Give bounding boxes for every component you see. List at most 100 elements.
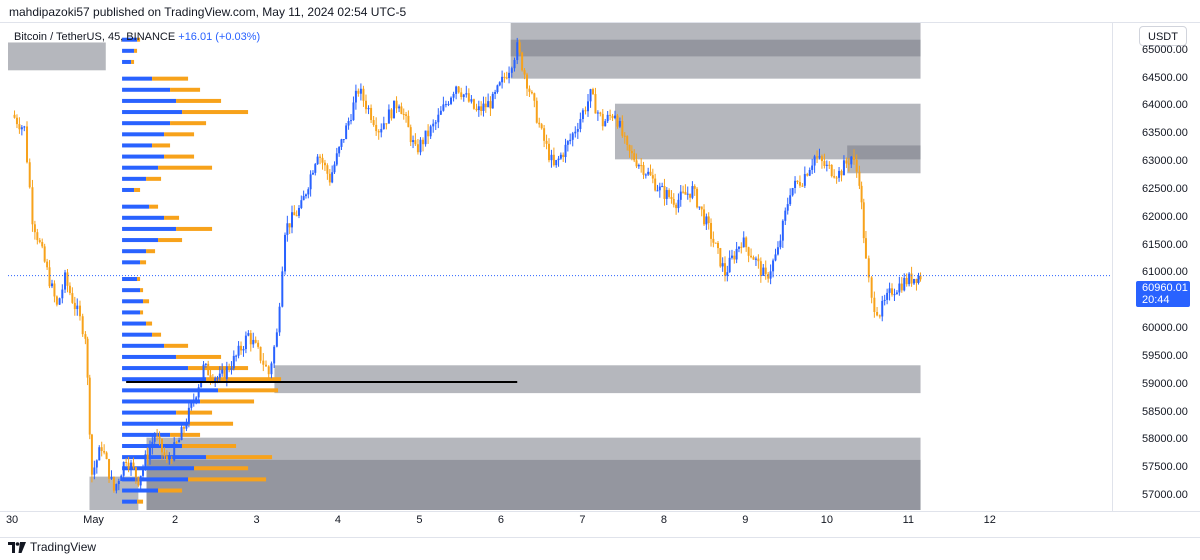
candle-body-328 xyxy=(811,165,814,170)
candle-body-168 xyxy=(424,130,427,145)
candle-body-164 xyxy=(414,140,417,145)
candle-body-224 xyxy=(562,154,565,158)
volume-profile-sell-11 xyxy=(158,165,213,170)
candle-body-274 xyxy=(682,191,685,193)
candle-body-280 xyxy=(696,188,699,208)
candle-body-5 xyxy=(26,126,29,163)
candle-body-325 xyxy=(803,174,806,186)
candle-body-21 xyxy=(66,272,69,286)
symbol-legend[interactable]: Bitcoin / TetherUS, 45, BINANCE +16.01 (… xyxy=(14,31,260,43)
candle-body-19 xyxy=(61,289,64,299)
candle-body-73 xyxy=(192,400,195,403)
candle-body-294 xyxy=(728,257,731,273)
time-tick-label: 30 xyxy=(5,514,19,526)
candle-body-211 xyxy=(530,91,533,94)
candle-body-357 xyxy=(883,299,886,301)
candle-body-213 xyxy=(535,100,538,123)
candle-body-198 xyxy=(498,82,501,86)
candle-body-81 xyxy=(211,378,214,382)
volume-profile-sell-9 xyxy=(152,143,171,148)
candle-body-368 xyxy=(910,273,913,284)
supply-demand-zone-7 xyxy=(146,459,921,510)
candle-body-292 xyxy=(723,263,726,276)
last-price-value: 60960.01 xyxy=(1142,282,1188,294)
candle-body-157 xyxy=(398,106,401,109)
candle-body-30 xyxy=(88,377,91,435)
candle-body-49 xyxy=(134,467,137,477)
volume-profile-buy-18 xyxy=(122,249,147,254)
price-change: +16.01 (+0.03%) xyxy=(178,31,261,43)
candle-body-78 xyxy=(204,363,207,365)
candle-body-144 xyxy=(364,100,367,110)
price-tick-label: 64500.00 xyxy=(1142,71,1188,84)
time-tick-label: 3 xyxy=(253,514,260,526)
volume-profile-buy-11 xyxy=(122,165,159,170)
candle-body-85 xyxy=(221,369,224,374)
currency-button[interactable]: USDT xyxy=(1139,26,1187,46)
time-tick-label: 9 xyxy=(742,514,749,526)
candle-body-264 xyxy=(658,186,661,191)
candle-body-314 xyxy=(776,247,779,255)
candle-body-126 xyxy=(321,157,324,163)
time-tick-label: 7 xyxy=(579,514,586,526)
candle-body-127 xyxy=(323,162,326,166)
volume-profile-sell-6 xyxy=(182,110,249,115)
candle-body-311 xyxy=(769,271,772,279)
candle-body-38 xyxy=(108,459,111,479)
candle-body-308 xyxy=(762,267,765,276)
candle-body-185 xyxy=(467,93,470,102)
candle-body-77 xyxy=(202,364,205,379)
candle-body-125 xyxy=(319,156,322,158)
symbol-name[interactable]: Bitcoin / TetherUS, 45, BINANCE xyxy=(14,31,176,43)
candle-body-187 xyxy=(472,99,475,109)
candle-body-43 xyxy=(120,475,123,482)
candle-body-364 xyxy=(900,283,903,291)
last-price-label: 60960.01 20:44 xyxy=(1136,281,1190,307)
candle-body-240 xyxy=(601,113,604,127)
candle-body-88 xyxy=(228,366,231,370)
candle-body-245 xyxy=(613,115,616,119)
candle-body-268 xyxy=(668,190,671,197)
volume-profile-buy-6 xyxy=(122,110,183,115)
tradingview-logo[interactable]: TradingView xyxy=(8,540,96,554)
volume-profile-sell-27 xyxy=(176,354,222,359)
candle-body-15 xyxy=(50,283,53,287)
volume-profile-sell-26 xyxy=(164,343,189,348)
candle-body-288 xyxy=(714,242,717,244)
candle-body-4 xyxy=(23,126,26,128)
candle-body-141 xyxy=(357,90,360,94)
candle-body-285 xyxy=(707,216,710,224)
candle-body-48 xyxy=(132,462,135,468)
volume-profile-sell-24 xyxy=(146,321,153,326)
candle-body-225 xyxy=(564,144,567,158)
candle-body-104 xyxy=(267,366,270,375)
candle-body-103 xyxy=(265,364,268,367)
candle-body-265 xyxy=(661,186,664,188)
candle-body-1 xyxy=(15,117,18,125)
candle-body-176 xyxy=(444,104,447,106)
candle-body-190 xyxy=(480,106,483,111)
candle-body-309 xyxy=(764,267,767,274)
candle-body-196 xyxy=(494,92,497,94)
candle-body-180 xyxy=(455,86,458,94)
candle-body-8 xyxy=(33,224,36,233)
volume-profile-sell-8 xyxy=(164,132,195,137)
volume-profile-buy-22 xyxy=(122,299,144,304)
volume-profile-buy-31 xyxy=(122,399,201,404)
supply-demand-zone-4 xyxy=(847,145,921,174)
candle-body-336 xyxy=(830,164,833,177)
candle-body-293 xyxy=(726,272,729,276)
volume-profile-buy-14 xyxy=(122,204,150,209)
candle-body-230 xyxy=(576,128,579,132)
candle-body-10 xyxy=(38,240,41,243)
candle-body-262 xyxy=(654,178,657,191)
volume-profile-sell-23 xyxy=(140,310,144,315)
candle-body-219 xyxy=(550,154,553,161)
volume-profile-buy-20 xyxy=(122,277,138,282)
candle-body-28 xyxy=(84,334,87,339)
price-tick-label: 57000.00 xyxy=(1142,489,1188,502)
candle-body-172 xyxy=(434,122,437,124)
volume-profile-sell-3 xyxy=(152,76,189,81)
volume-profile-sell-40 xyxy=(137,499,144,504)
